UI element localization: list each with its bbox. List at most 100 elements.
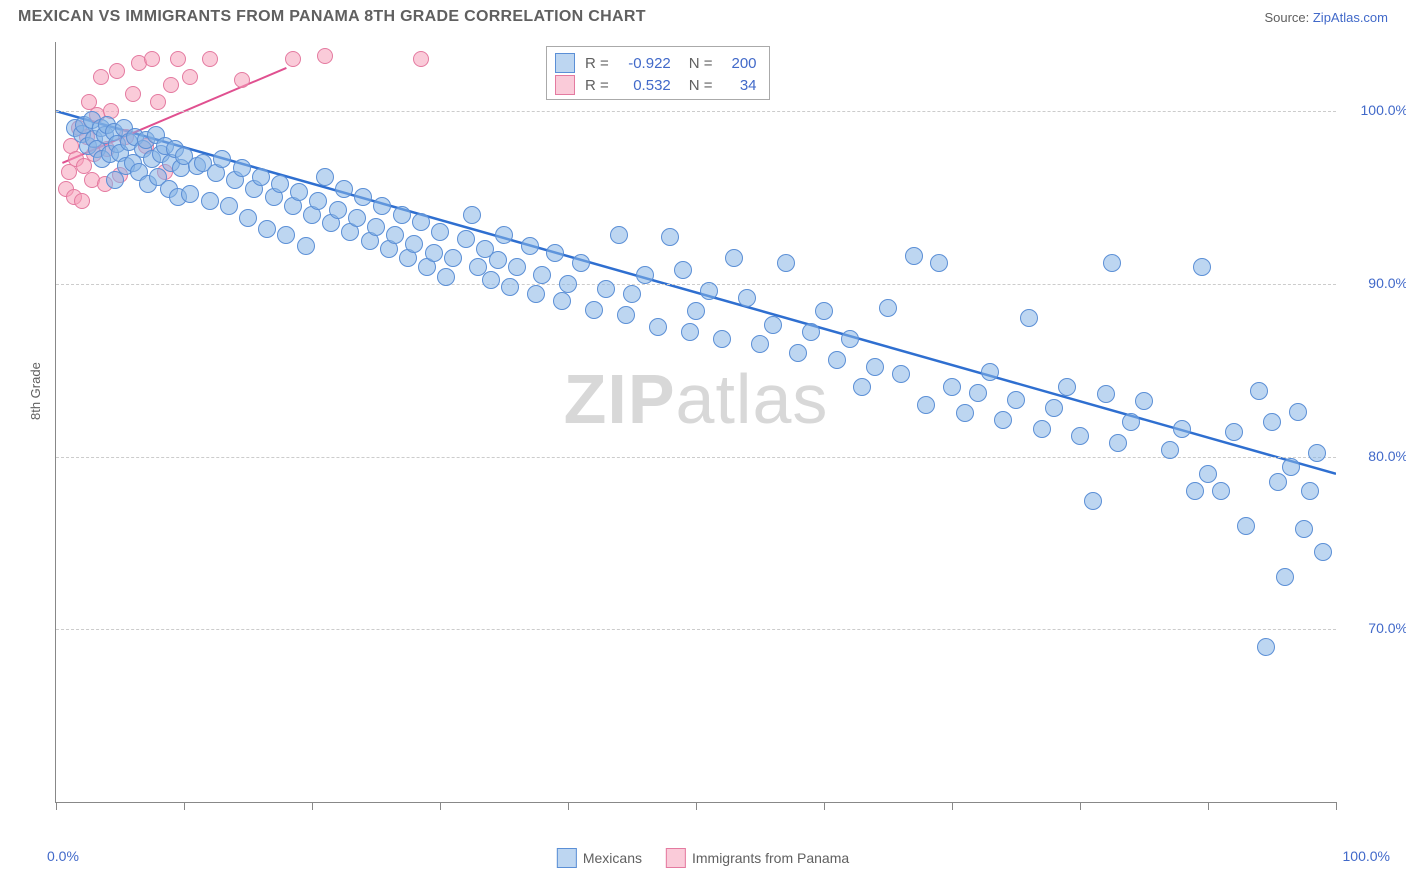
data-point-mexicans (1161, 441, 1179, 459)
data-point-mexicans (533, 266, 551, 284)
data-point-mexicans (271, 175, 289, 193)
data-point-mexicans (1257, 638, 1275, 656)
data-point-mexicans (841, 330, 859, 348)
source-link[interactable]: ZipAtlas.com (1313, 10, 1388, 25)
data-point-mexicans (802, 323, 820, 341)
data-point-mexicans (437, 268, 455, 286)
y-tick-label: 70.0% (1368, 620, 1406, 636)
gridline-horizontal (56, 629, 1336, 630)
data-point-panama (163, 77, 179, 93)
data-point-mexicans (585, 301, 603, 319)
data-point-panama (234, 72, 250, 88)
legend-swatch-pink (555, 75, 575, 95)
data-point-panama (182, 69, 198, 85)
data-point-panama (93, 69, 109, 85)
data-point-mexicans (1282, 458, 1300, 476)
source-attribution: Source: ZipAtlas.com (1264, 10, 1388, 25)
data-point-mexicans (994, 411, 1012, 429)
x-tick (56, 802, 57, 810)
data-point-panama (413, 51, 429, 67)
data-point-mexicans (457, 230, 475, 248)
data-point-mexicans (1103, 254, 1121, 272)
data-point-mexicans (1263, 413, 1281, 431)
data-point-mexicans (1237, 517, 1255, 535)
x-tick (1208, 802, 1209, 810)
data-point-mexicans (521, 237, 539, 255)
data-point-mexicans (956, 404, 974, 422)
data-point-mexicans (943, 378, 961, 396)
stat-n-label: N = (689, 77, 713, 94)
data-point-mexicans (258, 220, 276, 238)
data-point-mexicans (489, 251, 507, 269)
data-point-mexicans (661, 228, 679, 246)
legend-label: Immigrants from Panama (692, 850, 849, 866)
data-point-mexicans (335, 180, 353, 198)
x-tick-label: 100.0% (1343, 848, 1390, 864)
data-point-panama (125, 86, 141, 102)
data-point-mexicans (1071, 427, 1089, 445)
data-point-panama (317, 48, 333, 64)
data-point-panama (285, 51, 301, 67)
data-point-mexicans (233, 159, 251, 177)
watermark-light: atlas (676, 360, 829, 438)
data-point-mexicans (213, 150, 231, 168)
data-point-mexicans (412, 213, 430, 231)
data-point-mexicans (623, 285, 641, 303)
data-point-mexicans (1301, 482, 1319, 500)
data-point-mexicans (501, 278, 519, 296)
data-point-mexicans (700, 282, 718, 300)
data-point-panama (170, 51, 186, 67)
data-point-mexicans (1193, 258, 1211, 276)
data-point-mexicans (316, 168, 334, 186)
x-tick (696, 802, 697, 810)
chart-plot-area: ZIPatlas R =-0.922N =200R =0.532N =34 70… (55, 42, 1336, 803)
data-point-mexicans (764, 316, 782, 334)
data-point-mexicans (1308, 444, 1326, 462)
data-point-mexicans (527, 285, 545, 303)
x-tick (568, 802, 569, 810)
data-point-mexicans (239, 209, 257, 227)
y-tick-label: 80.0% (1368, 448, 1406, 464)
data-point-mexicans (1225, 423, 1243, 441)
data-point-mexicans (572, 254, 590, 272)
stat-r-label: R = (585, 77, 609, 94)
gridline-horizontal (56, 457, 1336, 458)
legend-item: Immigrants from Panama (666, 848, 849, 868)
data-point-mexicans (738, 289, 756, 307)
data-point-mexicans (674, 261, 692, 279)
chart-title: MEXICAN VS IMMIGRANTS FROM PANAMA 8TH GR… (18, 8, 646, 26)
data-point-mexicans (917, 396, 935, 414)
data-point-mexicans (1250, 382, 1268, 400)
data-point-mexicans (1212, 482, 1230, 500)
data-point-mexicans (1276, 568, 1294, 586)
data-point-panama (144, 51, 160, 67)
data-point-mexicans (1186, 482, 1204, 500)
y-tick-label: 90.0% (1368, 275, 1406, 291)
data-point-mexicans (981, 363, 999, 381)
data-point-panama (150, 94, 166, 110)
data-point-mexicans (815, 302, 833, 320)
data-point-mexicans (1033, 420, 1051, 438)
stat-r-value: 0.532 (617, 77, 671, 94)
bottom-legend: Mexicans Immigrants from Panama (557, 848, 849, 868)
data-point-mexicans (297, 237, 315, 255)
data-point-mexicans (1135, 392, 1153, 410)
legend-label: Mexicans (583, 850, 642, 866)
data-point-mexicans (610, 226, 628, 244)
legend-item: Mexicans (557, 848, 642, 868)
data-point-mexicans (181, 185, 199, 203)
data-point-panama (109, 63, 125, 79)
data-point-mexicans (777, 254, 795, 272)
data-point-mexicans (866, 358, 884, 376)
data-point-mexicans (425, 244, 443, 262)
data-point-mexicans (463, 206, 481, 224)
data-point-mexicans (713, 330, 731, 348)
x-tick (312, 802, 313, 810)
y-tick-label: 100.0% (1361, 102, 1406, 118)
data-point-mexicans (1109, 434, 1127, 452)
data-point-mexicans (329, 201, 347, 219)
legend-swatch-blue (557, 848, 577, 868)
stat-n-value: 200 (721, 55, 757, 72)
data-point-panama (74, 193, 90, 209)
data-point-mexicans (649, 318, 667, 336)
